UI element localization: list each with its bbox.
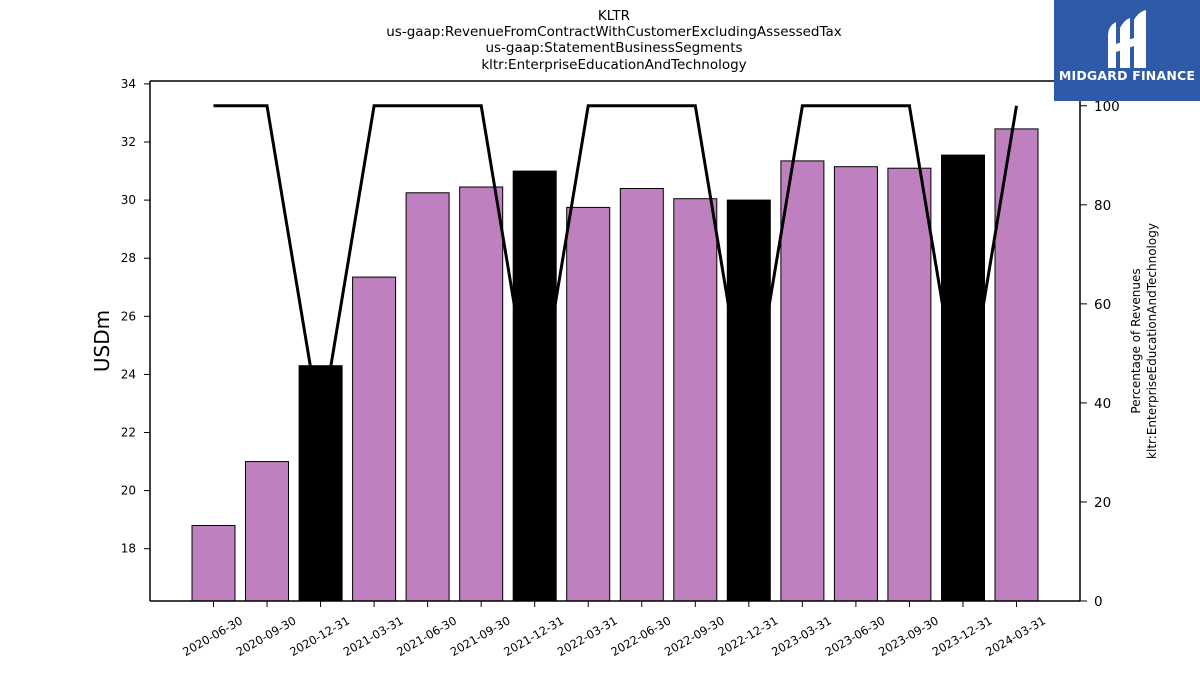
y2-tick-label: 40: [1094, 396, 1111, 412]
bar-2021-12-31: [512, 170, 557, 602]
y2-tick-label: 60: [1094, 297, 1111, 313]
x-tick-label: 2021-12-31: [501, 613, 566, 659]
bar-2021-03-31: [352, 276, 397, 602]
y2-axis-ticks: 0 20 40 60 80 100: [1080, 99, 1120, 610]
y2-tick-label: 20: [1094, 495, 1111, 511]
bar-2023-12-31: [941, 154, 985, 602]
y2-tick-label: 100: [1094, 99, 1120, 115]
y-tick-label: 24: [121, 367, 136, 381]
x-tick-label: 2020-09-30: [234, 613, 299, 659]
logo-text: MIDGARD FINANCE: [1058, 68, 1196, 83]
x-tick-label: 2021-03-31: [341, 613, 406, 659]
midgard-m-icon: [1108, 10, 1146, 68]
x-tick-label: 2021-06-30: [394, 613, 459, 659]
title-line: us-gaap:RevenueFromContractWithCustomerE…: [386, 24, 842, 40]
bar-2020-06-30: [191, 525, 236, 602]
x-tick-label: 2020-12-31: [287, 613, 352, 659]
bar-2020-09-30: [245, 461, 289, 602]
bar-2023-09-30: [887, 167, 932, 602]
y-tick-label: 20: [121, 484, 136, 498]
y-tick-label: 26: [121, 309, 136, 323]
bar-2021-09-30: [459, 186, 504, 602]
bar-2024-03-31: [994, 128, 1039, 602]
y-tick-label: 30: [121, 193, 136, 207]
bar-2022-03-31: [566, 206, 611, 602]
y2-axis-label-line1: Percentage of Revenues: [1129, 268, 1143, 413]
y-tick-label: 18: [121, 542, 136, 556]
x-tick-label: 2022-09-30: [662, 613, 727, 659]
x-tick-label: 2023-09-30: [876, 613, 941, 659]
x-tick-label: 2023-12-31: [930, 613, 995, 659]
bar-2023-06-30: [833, 166, 878, 602]
x-tick-label: 2022-03-31: [555, 613, 620, 659]
bar-2022-12-31: [726, 199, 771, 602]
y-tick-label: 34: [121, 77, 136, 91]
y-axis-label: USDm: [90, 310, 114, 372]
axes: [149, 80, 1081, 602]
x-tick-label: 2022-12-31: [715, 613, 780, 659]
y2-tick-label: 80: [1094, 198, 1111, 214]
percentage-line-series: [213, 104, 1018, 428]
bar-series: [191, 128, 1039, 602]
bar-2022-09-30: [673, 198, 718, 602]
y-tick-label: 28: [121, 251, 136, 265]
x-tick-label: 2022-06-30: [608, 613, 673, 659]
y-tick-label: 22: [121, 426, 136, 440]
brand-logo: MIDGARD FINANCE: [1054, 0, 1200, 101]
bar-2021-06-30: [405, 192, 450, 602]
x-tick-label: 2023-06-30: [823, 613, 888, 659]
y-tick-label: 32: [121, 135, 136, 149]
title-line: kltr:EnterpriseEducationAndTechnology: [481, 57, 746, 73]
bar-2020-12-31: [298, 365, 343, 602]
bar-2022-06-30: [619, 188, 664, 602]
title-line: KLTR: [598, 8, 630, 24]
x-tick-label: 2020-06-30: [180, 613, 245, 659]
x-tick-label: 2023-03-31: [769, 613, 834, 659]
y-axis-ticks: 18 20 22 24 26 28 30 32 34: [121, 77, 150, 556]
percentage-line: [213, 104, 1018, 428]
title-line: us-gaap:StatementBusinessSegments: [485, 40, 742, 56]
x-axis-ticks: 2020-06-302020-09-302020-12-312021-03-31…: [180, 601, 1048, 659]
y2-axis-label-line2: kltr:EnterpriseEducationAndTechnology: [1145, 223, 1159, 459]
x-tick-label: 2024-03-31: [983, 613, 1048, 659]
bar-2023-03-31: [780, 160, 825, 602]
chart-title: KLTR us-gaap:RevenueFromContractWithCust…: [386, 8, 842, 73]
x-tick-label: 2021-09-30: [448, 613, 513, 659]
y2-tick-label: 0: [1094, 594, 1103, 610]
